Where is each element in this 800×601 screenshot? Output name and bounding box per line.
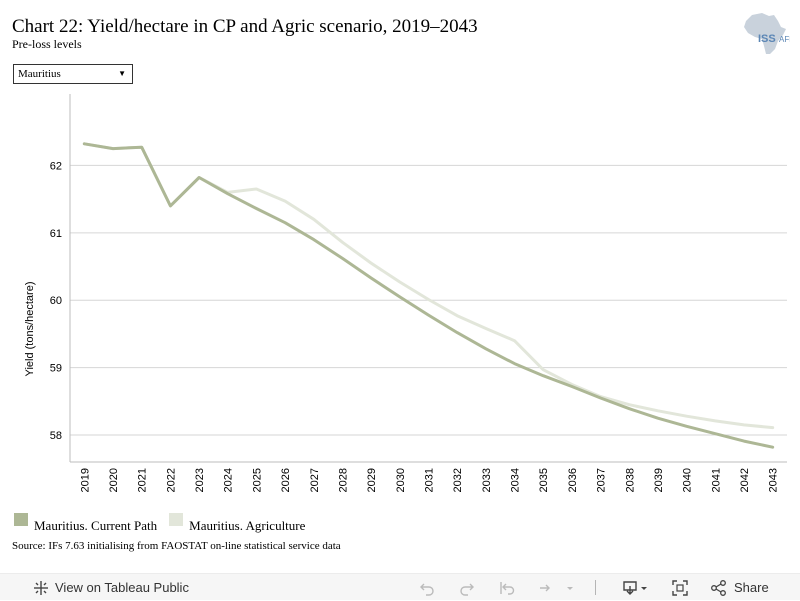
x-tick-label: 2028 <box>337 468 349 492</box>
caret-down-icon <box>567 586 573 590</box>
dropdown-selected-value: Mauritius <box>18 68 61 80</box>
source-note: Source: IFs 7.63 initialising from FAOST… <box>12 540 341 552</box>
x-tick-label: 2040 <box>682 468 694 492</box>
caret-down-icon <box>641 586 647 590</box>
x-tick-label: 2023 <box>194 468 206 492</box>
refresh-button[interactable] <box>536 574 554 601</box>
x-tick-label: 2043 <box>768 468 780 492</box>
chart-title: Chart 22: Yield/hectare in CP and Agric … <box>12 16 478 37</box>
legend-item-agriculture[interactable]: Mauritius. Agriculture <box>169 513 305 534</box>
share-button[interactable]: Share <box>710 574 769 601</box>
x-tick-label: 2036 <box>567 468 579 492</box>
revert-icon <box>500 581 515 595</box>
fullscreen-icon <box>672 579 688 596</box>
x-tick-label: 2035 <box>538 468 550 492</box>
caret-down-icon: ▼ <box>118 69 126 78</box>
africa-map-logo: ISS AFRICA <box>744 13 790 54</box>
x-tick-label: 2033 <box>481 468 493 492</box>
y-tick-label: 58 <box>50 430 62 442</box>
share-label: Share <box>734 580 769 595</box>
legend-item-current-path[interactable]: Mauritius. Current Path <box>14 513 157 534</box>
logo-suffix: AFRICA <box>779 35 790 44</box>
redo-button[interactable] <box>458 574 476 601</box>
x-tick-label: 2038 <box>624 468 636 492</box>
revert-button[interactable] <box>498 574 516 601</box>
refresh-icon <box>540 584 550 591</box>
legend-swatch-agriculture <box>169 513 184 526</box>
x-tick-label: 2031 <box>424 468 436 492</box>
x-tick-label: 2025 <box>251 468 263 492</box>
legend-label: Mauritius. Current Path <box>34 518 158 533</box>
x-tick-label: 2029 <box>366 468 378 492</box>
toolbar-divider <box>595 580 596 595</box>
view-on-tableau-label: View on Tableau Public <box>55 580 189 595</box>
x-tick-label: 2034 <box>510 468 522 492</box>
x-tick-label: 2030 <box>395 468 407 492</box>
x-tick-label: 2020 <box>108 468 120 492</box>
chart-legend: Mauritius. Current Path Mauritius. Agric… <box>14 513 317 534</box>
x-tick-label: 2041 <box>710 468 722 492</box>
y-tick-label: 61 <box>50 228 62 240</box>
legend-label: Mauritius. Agriculture <box>189 518 306 533</box>
x-tick-label: 2042 <box>739 468 751 492</box>
x-tick-label: 2037 <box>596 468 608 492</box>
y-axis-label: Yield (tons/hectare) <box>24 282 36 377</box>
download-icon <box>623 580 637 595</box>
tableau-plus-icon <box>34 580 48 595</box>
undo-button[interactable] <box>418 574 436 601</box>
axes: 58 59 60 61 62 2019 2020 2021 2022 2023 2024 2025 20… <box>50 94 787 492</box>
y-tick-label: 59 <box>50 363 62 375</box>
download-button[interactable] <box>621 574 649 601</box>
series-lines <box>82 142 775 449</box>
x-tick-label: 2019 <box>79 468 91 492</box>
x-tick-label: 2039 <box>653 468 665 492</box>
y-tick-label: 60 <box>50 295 62 307</box>
series-line-agriculture[interactable] <box>82 142 775 430</box>
x-tick-label: 2032 <box>452 468 464 492</box>
x-tick-label: 2021 <box>137 468 149 492</box>
view-on-tableau-button[interactable]: View on Tableau Public <box>32 574 189 601</box>
undo-icon <box>420 583 434 596</box>
redo-icon <box>460 583 474 596</box>
x-tick-label: 2026 <box>280 468 292 492</box>
x-tick-label: 2022 <box>165 468 177 492</box>
africa-shape <box>744 13 786 54</box>
x-tick-label: 2027 <box>309 468 321 492</box>
refresh-dropdown-button[interactable] <box>565 574 575 601</box>
logo-text: ISS <box>758 33 776 45</box>
chart-subtitle: Pre-loss levels <box>12 37 82 51</box>
series-line-current-path[interactable] <box>82 142 775 449</box>
x-tick-label: 2024 <box>223 468 235 492</box>
country-filter-dropdown[interactable]: Mauritius ▼ <box>13 64 133 84</box>
yield-line-chart: 58 59 60 61 62 2019 2020 2021 2022 2023 2024 2025 20… <box>24 94 787 492</box>
legend-swatch-current-path <box>14 513 28 526</box>
tableau-toolbar: View on Tableau Public <box>0 573 800 600</box>
share-icon <box>711 579 726 596</box>
fullscreen-button[interactable] <box>671 574 689 601</box>
y-tick-label: 62 <box>50 160 62 172</box>
